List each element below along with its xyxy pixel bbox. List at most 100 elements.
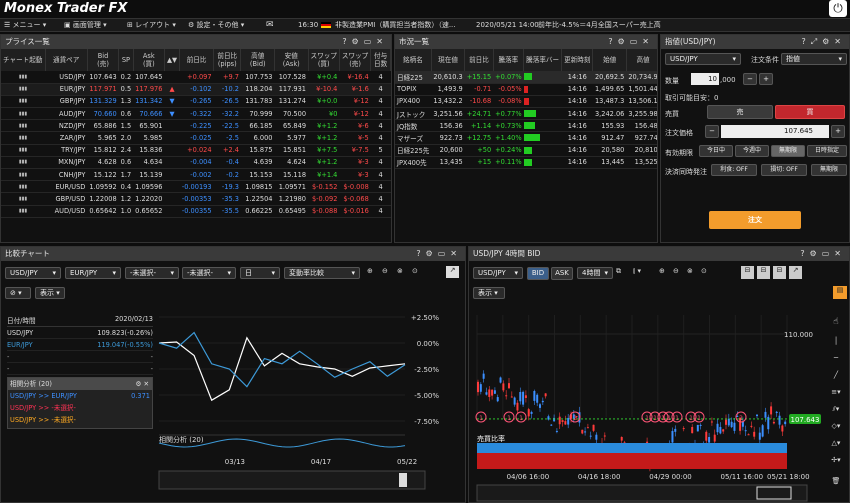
zoom-out-icon[interactable]: ⊖ xyxy=(382,267,388,275)
zoom-reset-icon[interactable]: ⊗ xyxy=(687,267,693,275)
expire-none-button[interactable]: 無期限 xyxy=(771,145,805,157)
bid-button[interactable]: BID xyxy=(527,267,549,280)
chart-launch-icon[interactable]: ▮▮▮ xyxy=(1,180,45,194)
market-row[interactable]: Jストック 3,251.56 +24.71 +0.77% 14:16 3,242.06 3,… xyxy=(395,107,657,121)
mail-icon[interactable]: ✉ xyxy=(266,20,274,30)
price-row[interactable]: ▮▮▮ ZAR/JPY 5.965 2.0 5.985 -0.025 -2.5 6.000 5.… xyxy=(1,131,391,145)
bid-price[interactable]: 15.122 xyxy=(87,168,119,182)
ask-price[interactable]: 5.985 xyxy=(133,131,165,145)
market-col-header[interactable]: 騰落率 xyxy=(493,49,525,71)
stop-loss-button[interactable]: 損切: OFF xyxy=(761,164,807,176)
chart-launch-icon[interactable]: ▮▮▮ xyxy=(1,192,45,206)
bid-price[interactable]: 0.65642 xyxy=(87,205,119,218)
channel-tool-icon[interactable]: ⫽▾ xyxy=(832,405,840,413)
compare-pair2-select[interactable]: EUR/JPY ▾ xyxy=(65,267,121,279)
chart-launch-icon[interactable]: ▮▮▮ xyxy=(1,144,45,157)
price-row[interactable]: ▮▮▮ AUD/JPY 70.660 0.6 70.666 ▼ -0.322 -32.2 70.… xyxy=(1,107,391,121)
corr-controls[interactable]: ⚙ ✕ xyxy=(135,380,149,388)
qty-minus-button[interactable]: − xyxy=(743,73,757,85)
bid-price[interactable]: 131.329 xyxy=(87,95,119,109)
market-col-header[interactable]: 高値 xyxy=(626,49,657,71)
trash-icon[interactable]: 🗑 xyxy=(831,477,841,485)
price-row[interactable]: ▮▮▮ GBP/JPY 131.329 1.3 131.342 ▼ -0.265 -26.5 1… xyxy=(1,95,391,109)
market-row[interactable]: JPX400 13,432.2 -10.68 -0.08% 14:16 13,487.3 1… xyxy=(395,95,657,109)
fit-icon[interactable]: ⊙ xyxy=(412,267,418,275)
market-row[interactable]: 日経225先20,600+50+0.24%14:1620,58020,81020… xyxy=(395,144,657,157)
price-row[interactable]: ▮▮▮ NZD/JPY 65.886 1.5 65.901 -0.225 -22.5 66.1… xyxy=(1,119,391,133)
ask-price[interactable]: 1.09596 xyxy=(133,180,165,194)
chart-launch-icon[interactable]: ▮▮▮ xyxy=(1,83,45,96)
display-button[interactable]: 表示 ▾ xyxy=(35,287,65,299)
chart-display-button[interactable]: 表示 ▾ xyxy=(473,287,505,299)
price-col-header[interactable]: 高値 (Bid) xyxy=(240,49,275,71)
ask-price[interactable]: 0.65652 xyxy=(133,205,165,218)
zoom-reset-icon[interactable]: ⊗ xyxy=(397,267,403,275)
chart-period-select[interactable]: 4時間 ▾ xyxy=(577,267,613,279)
compare-icon[interactable]: ⧉ xyxy=(616,267,621,275)
chart-launch-icon[interactable]: ▮▮▮ xyxy=(1,156,45,170)
ask-price[interactable]: 1.22020 xyxy=(133,192,165,206)
triangle-tool-icon[interactable]: △▾ xyxy=(831,439,841,447)
take-profit-button[interactable]: 利食: OFF xyxy=(711,164,757,176)
pointer-icon[interactable]: ☝ xyxy=(833,317,839,327)
zoom-in-icon[interactable]: ⊕ xyxy=(659,267,665,275)
zoom-out-icon[interactable]: ⊖ xyxy=(673,267,679,275)
compare-period-select[interactable]: 日 ▾ xyxy=(240,267,280,279)
sell-button[interactable]: 売 xyxy=(707,105,773,119)
compare-pair4-select[interactable]: -未選択- ▾ xyxy=(182,267,236,279)
price-row[interactable]: ▮▮▮ EUR/JPY 117.971 0.5 117.976 ▲ -0.102 -10.2 1… xyxy=(1,83,391,96)
price-row[interactable]: ▮▮▮ AUD/USD 0.65642 1.0 0.65652 -0.00355 -35.5… xyxy=(1,205,391,218)
price-col-header[interactable]: SP xyxy=(118,49,134,71)
chart-line-icon[interactable]: ↗ xyxy=(789,266,802,279)
ask-price[interactable]: 131.342 xyxy=(133,95,165,109)
window-1-icon[interactable]: ⊟ xyxy=(741,266,754,279)
compare-mode-select[interactable]: 変動率比較 ▾ xyxy=(284,267,360,279)
ask-button[interactable]: ASK xyxy=(551,267,573,280)
chart-launch-icon[interactable]: ▮▮▮ xyxy=(1,168,45,182)
panel-controls[interactable]: ?⚙▭✕ xyxy=(342,37,388,46)
market-col-header[interactable]: 更新時刻 xyxy=(561,49,594,71)
market-row[interactable]: JPX400先13,435+15+0.11%14:1613,44513,5251… xyxy=(395,156,657,170)
price-col-header[interactable]: 通貨ペア xyxy=(45,49,88,71)
panel-controls[interactable]: ?⚙▭✕ xyxy=(416,249,462,258)
hline-tool-icon[interactable]: ─ xyxy=(833,354,839,362)
power-button[interactable]: ⏻ xyxy=(829,0,847,17)
ask-price[interactable]: 65.901 xyxy=(133,119,165,133)
window-3-icon[interactable]: ⊟ xyxy=(773,266,786,279)
price-col-header[interactable]: チャート起動 xyxy=(1,49,46,71)
bid-price[interactable]: 65.886 xyxy=(87,119,119,133)
shape-tool-icon[interactable]: ◇▾ xyxy=(831,422,841,430)
market-col-header[interactable]: 騰落率バー xyxy=(523,49,563,71)
trend-tool-icon[interactable]: ╱ xyxy=(833,371,839,379)
market-row[interactable]: JQ指数156.36+1.14+0.73%14:16155.93156.4815… xyxy=(395,119,657,133)
bid-price[interactable]: 117.971 xyxy=(87,83,119,96)
screen-manage-button[interactable]: ▣ 画面管理 ▾ xyxy=(64,21,107,29)
bid-price[interactable]: 4.628 xyxy=(87,156,119,170)
fit-icon[interactable]: ⊙ xyxy=(701,267,707,275)
camera-icon[interactable]: ▤ xyxy=(833,286,847,299)
price-minus-button[interactable]: − xyxy=(705,125,719,138)
ask-price[interactable]: 117.976 xyxy=(133,83,165,96)
order-pair-select[interactable]: USD/JPY ▾ xyxy=(665,53,741,65)
bid-price[interactable]: 70.660 xyxy=(87,107,119,121)
compare-pair1-select[interactable]: USD/JPY ▾ xyxy=(5,267,61,279)
bid-price[interactable]: 107.643 xyxy=(87,71,119,84)
market-col-header[interactable]: 始値 xyxy=(592,49,627,71)
draw-tool-select[interactable]: ⊘ ▾ xyxy=(5,287,31,299)
price-col-header[interactable]: 付与 日数 xyxy=(370,49,391,71)
line-tool-icon[interactable]: │ xyxy=(833,337,839,345)
fibo-tool-icon[interactable]: ≡▾ xyxy=(831,388,841,396)
price-col-header[interactable]: Bid (売) xyxy=(87,49,120,71)
chart-launch-icon[interactable]: ▮▮▮ xyxy=(1,205,45,218)
ask-price[interactable]: 15.139 xyxy=(133,168,165,182)
window-2-icon[interactable]: ⊟ xyxy=(757,266,770,279)
chart-launch-icon[interactable]: ▮▮▮ xyxy=(1,71,45,84)
ask-price[interactable]: 4.634 xyxy=(133,156,165,170)
text-tool-icon[interactable]: ✢▾ xyxy=(831,456,841,464)
bid-price[interactable]: 5.965 xyxy=(87,131,119,145)
market-row[interactable]: マザーズ922.73+12.75+1.40%14:16912.47927.749… xyxy=(395,131,657,145)
order-submit-button[interactable]: 注文 xyxy=(709,211,801,229)
candle-type-icon[interactable]: ⫾ ▾ xyxy=(633,267,641,275)
chart-launch-icon[interactable]: ▮▮▮ xyxy=(1,119,45,133)
price-plus-button[interactable]: + xyxy=(831,125,845,138)
